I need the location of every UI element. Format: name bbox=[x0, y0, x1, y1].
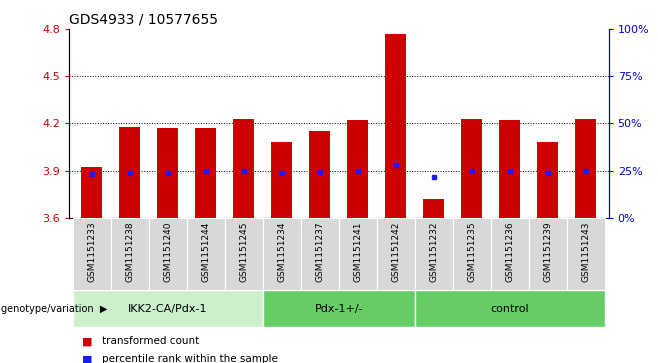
Bar bbox=[225, 218, 263, 290]
Text: GSM1151245: GSM1151245 bbox=[240, 221, 248, 282]
Bar bbox=[377, 218, 415, 290]
Text: genotype/variation  ▶: genotype/variation ▶ bbox=[1, 303, 107, 314]
Text: GSM1151243: GSM1151243 bbox=[582, 221, 590, 282]
Bar bbox=[567, 218, 605, 290]
Text: GSM1151234: GSM1151234 bbox=[278, 221, 286, 282]
Bar bbox=[529, 218, 567, 290]
Text: GDS4933 / 10577655: GDS4933 / 10577655 bbox=[69, 12, 218, 26]
Text: GSM1151235: GSM1151235 bbox=[467, 221, 476, 282]
Bar bbox=[461, 119, 482, 218]
Text: transformed count: transformed count bbox=[102, 336, 199, 346]
Text: percentile rank within the sample: percentile rank within the sample bbox=[102, 354, 278, 363]
Text: Pdx-1+/-: Pdx-1+/- bbox=[315, 303, 363, 314]
Bar bbox=[271, 142, 292, 218]
Text: GSM1151238: GSM1151238 bbox=[126, 221, 134, 282]
Text: GSM1151241: GSM1151241 bbox=[353, 221, 363, 282]
Bar bbox=[309, 131, 330, 218]
Text: control: control bbox=[491, 303, 529, 314]
Text: GSM1151240: GSM1151240 bbox=[163, 221, 172, 282]
Bar bbox=[73, 218, 111, 290]
Bar bbox=[491, 218, 529, 290]
Bar bbox=[415, 290, 605, 327]
Bar bbox=[263, 290, 415, 327]
Text: GSM1151244: GSM1151244 bbox=[201, 221, 211, 282]
Text: GSM1151237: GSM1151237 bbox=[315, 221, 324, 282]
Bar bbox=[111, 218, 149, 290]
Text: GSM1151239: GSM1151239 bbox=[544, 221, 552, 282]
Text: ■: ■ bbox=[82, 354, 93, 363]
Text: IKK2-CA/Pdx-1: IKK2-CA/Pdx-1 bbox=[128, 303, 208, 314]
Bar bbox=[453, 218, 491, 290]
Bar bbox=[339, 218, 377, 290]
Bar bbox=[538, 142, 558, 218]
Bar bbox=[423, 199, 444, 218]
Text: GSM1151232: GSM1151232 bbox=[430, 221, 438, 282]
Bar bbox=[415, 218, 453, 290]
Bar bbox=[347, 120, 368, 218]
Text: GSM1151236: GSM1151236 bbox=[505, 221, 515, 282]
Bar bbox=[82, 167, 103, 218]
Bar bbox=[499, 120, 520, 218]
Bar bbox=[301, 218, 339, 290]
Bar bbox=[120, 127, 140, 218]
Bar bbox=[386, 34, 407, 218]
Bar bbox=[263, 218, 301, 290]
Bar bbox=[187, 218, 225, 290]
Text: GSM1151233: GSM1151233 bbox=[88, 221, 96, 282]
Text: ■: ■ bbox=[82, 336, 93, 346]
Bar bbox=[195, 128, 216, 218]
Text: GSM1151242: GSM1151242 bbox=[392, 221, 400, 282]
Bar bbox=[149, 218, 187, 290]
Bar bbox=[157, 128, 178, 218]
Bar bbox=[575, 119, 596, 218]
Bar bbox=[234, 119, 255, 218]
Bar bbox=[73, 290, 263, 327]
